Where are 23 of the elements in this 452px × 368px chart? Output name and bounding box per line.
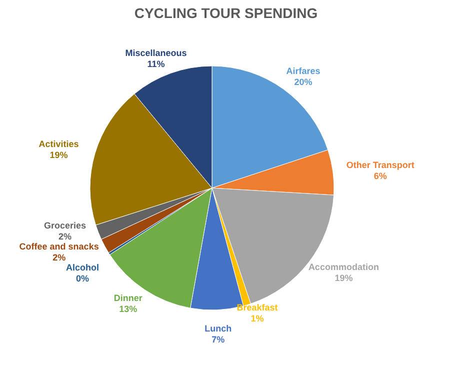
data-label: 7% xyxy=(212,334,225,345)
slice-label: Alcohol xyxy=(66,262,99,272)
slice-label: Groceries xyxy=(44,220,86,230)
slice-label: Breakfast xyxy=(236,302,278,313)
slice-label: Other Transport xyxy=(346,160,414,170)
slice-label: Accommodation xyxy=(308,262,379,272)
chart-title: CYCLING TOUR SPENDING xyxy=(134,5,318,21)
data-label: 1% xyxy=(250,314,264,324)
data-label: 2% xyxy=(52,252,66,262)
data-label: 6% xyxy=(374,171,387,182)
data-label: 11% xyxy=(147,59,165,70)
slice-label: Lunch xyxy=(204,324,232,334)
data-label: 2% xyxy=(58,231,72,242)
data-label: 20% xyxy=(294,77,312,88)
slice-label: Activities xyxy=(38,138,79,149)
slice-label: Dinner xyxy=(114,292,143,303)
slice-label: Miscellaneous xyxy=(125,48,187,58)
data-label: 19% xyxy=(50,150,68,160)
slice-label: Coffee and snacks xyxy=(19,241,99,252)
data-label: 13% xyxy=(119,304,138,314)
data-label: 19% xyxy=(334,272,353,283)
slice-label: Airfares xyxy=(286,66,320,76)
data-label: 0% xyxy=(76,273,90,284)
